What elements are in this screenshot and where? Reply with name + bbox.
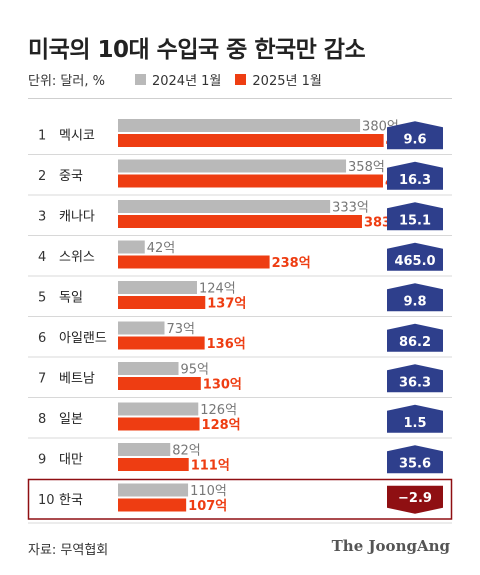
change-badge-label: 9.8 bbox=[403, 294, 426, 309]
bar-2024 bbox=[118, 119, 361, 132]
data-label-2025: 137억 bbox=[207, 297, 246, 312]
category-label: 일본 bbox=[59, 412, 83, 427]
bar-2025 bbox=[118, 377, 201, 390]
bar-2025 bbox=[118, 336, 205, 350]
change-badge-label: 465.0 bbox=[394, 254, 435, 269]
chart-title: 미국의 10대 수입국 중 한국만 감소 bbox=[28, 37, 366, 63]
legend-label-2025: 2025년 1월 bbox=[252, 74, 322, 89]
rank-label: 10 bbox=[38, 493, 55, 508]
data-label-2025: 111억 bbox=[191, 459, 230, 474]
data-label-2025: 136억 bbox=[207, 337, 246, 352]
source-label: 자료: 무역협회 bbox=[28, 543, 109, 558]
change-badge-label: 16.3 bbox=[399, 173, 431, 188]
category-label: 한국 bbox=[59, 493, 83, 508]
bar-2024 bbox=[118, 402, 199, 416]
highlight-box bbox=[27, 478, 453, 520]
bar-2024 bbox=[118, 362, 179, 375]
change-badge-label: 9.6 bbox=[403, 132, 426, 147]
change-badge bbox=[387, 485, 443, 514]
rank-label: 1 bbox=[38, 128, 46, 143]
rank-label: 3 bbox=[38, 209, 46, 224]
change-badge-label: 15.1 bbox=[399, 213, 431, 228]
legend: 단위: 달러, % 2024년 1월 2025년 1월 bbox=[28, 70, 336, 89]
rank-label: 9 bbox=[38, 452, 46, 467]
data-label-2024: 73억 bbox=[167, 322, 196, 337]
category-label: 베트남 bbox=[59, 371, 95, 386]
bar-2025 bbox=[118, 458, 189, 471]
change-badge bbox=[387, 283, 443, 312]
category-label: 캐나다 bbox=[59, 209, 95, 224]
header-divider bbox=[28, 98, 452, 99]
change-badge bbox=[387, 404, 443, 433]
change-badge bbox=[387, 445, 443, 474]
bar-2024 bbox=[118, 200, 331, 213]
legend-swatch-2025 bbox=[235, 74, 247, 85]
bar-2025 bbox=[118, 134, 384, 147]
change-badge-label: −2.9 bbox=[398, 491, 432, 506]
change-badge-label: 1.5 bbox=[403, 416, 426, 431]
change-badge-label: 36.3 bbox=[399, 375, 431, 390]
legend-item-2024: 2024년 1월 bbox=[134, 70, 222, 89]
bar-2025 bbox=[118, 174, 383, 188]
change-badge bbox=[387, 242, 443, 271]
bar-2025 bbox=[118, 215, 362, 228]
unit-label: 단위: 달러, % bbox=[28, 74, 105, 89]
legend-label-2024: 2024년 1월 bbox=[151, 74, 222, 89]
legend-item-2025: 2025년 1월 bbox=[235, 70, 322, 89]
bar-2024 bbox=[118, 240, 145, 254]
data-label-2024: 110억 bbox=[190, 484, 227, 499]
rank-label: 4 bbox=[38, 250, 46, 265]
change-badge-label: 86.2 bbox=[399, 335, 431, 350]
data-label-2024: 124억 bbox=[199, 282, 236, 297]
data-label-2025: 238억 bbox=[272, 256, 311, 271]
change-badge bbox=[387, 364, 443, 393]
data-label-2025: 107억 bbox=[188, 499, 227, 514]
bar-2025 bbox=[118, 498, 187, 512]
bar-2025 bbox=[118, 296, 206, 309]
data-label-2024: 333억 bbox=[332, 201, 369, 216]
bar-2025 bbox=[118, 417, 200, 431]
bar-2024 bbox=[118, 159, 347, 173]
data-label-2025: 130억 bbox=[203, 378, 242, 393]
change-badge bbox=[387, 121, 443, 150]
bar-2024 bbox=[118, 443, 171, 456]
bar-2024 bbox=[118, 281, 197, 294]
bar-2024 bbox=[118, 321, 165, 335]
category-label: 아일랜드 bbox=[59, 331, 107, 346]
rank-label: 8 bbox=[38, 412, 46, 427]
data-label-2024: 358억 bbox=[348, 160, 385, 175]
data-label-2024: 95억 bbox=[181, 363, 210, 378]
category-label: 중국 bbox=[59, 169, 83, 184]
rank-label: 5 bbox=[38, 290, 46, 305]
change-badge bbox=[387, 202, 443, 231]
data-label-2024: 42억 bbox=[147, 241, 176, 256]
change-badge bbox=[387, 161, 443, 190]
change-badge-label: 35.6 bbox=[399, 456, 431, 471]
legend-swatch-2024 bbox=[134, 74, 146, 85]
data-label-2024: 126억 bbox=[200, 403, 237, 418]
rank-label: 7 bbox=[38, 371, 46, 386]
category-label: 대만 bbox=[59, 452, 83, 467]
bar-2024 bbox=[118, 483, 189, 497]
rank-label: 6 bbox=[38, 331, 46, 346]
data-label-2024: 82억 bbox=[172, 444, 201, 459]
rank-label: 2 bbox=[38, 169, 46, 184]
data-label-2025: 128억 bbox=[202, 418, 241, 433]
category-label: 멕시코 bbox=[59, 128, 95, 143]
change-badge bbox=[387, 323, 443, 352]
category-label: 스위스 bbox=[59, 250, 95, 265]
category-label: 독일 bbox=[59, 290, 83, 305]
brand-logo: The JoongAng bbox=[331, 537, 450, 555]
bar-2025 bbox=[118, 255, 270, 269]
